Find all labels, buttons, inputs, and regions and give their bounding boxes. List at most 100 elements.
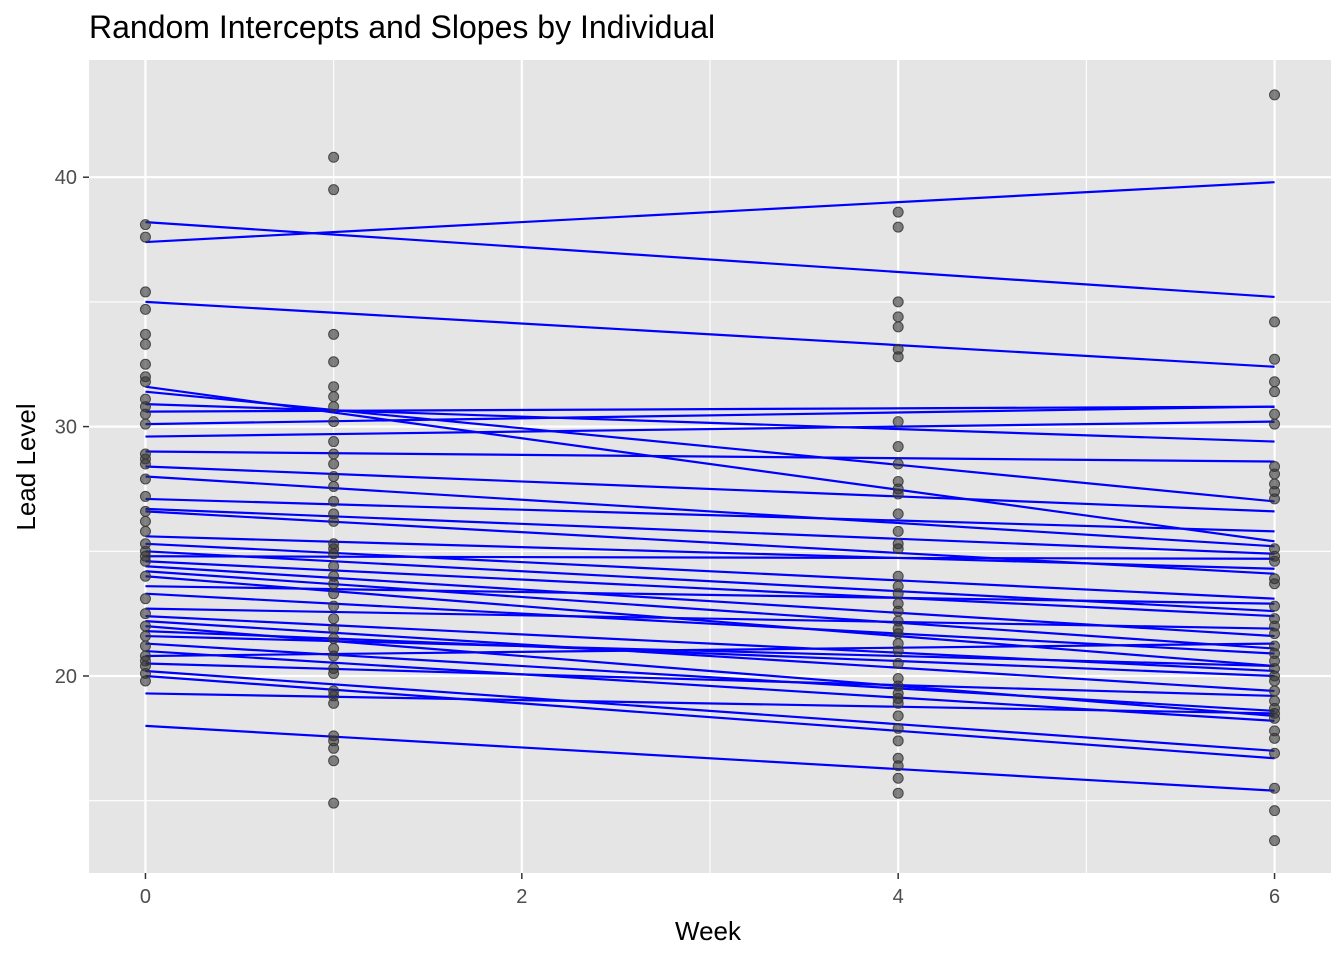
data-point xyxy=(139,219,151,231)
data-point xyxy=(892,296,904,308)
data-point xyxy=(1269,468,1281,480)
data-point xyxy=(1269,835,1281,847)
data-point xyxy=(892,508,904,520)
data-point xyxy=(139,418,151,430)
data-point xyxy=(139,640,151,652)
data-point xyxy=(139,608,151,620)
data-point xyxy=(1269,732,1281,744)
data-point xyxy=(1269,493,1281,505)
data-point xyxy=(892,321,904,333)
data-point xyxy=(139,630,151,642)
data-point xyxy=(1269,408,1281,420)
y-tick-label: 30 xyxy=(55,417,77,439)
x-tick-label: 4 xyxy=(893,886,904,908)
data-point xyxy=(328,480,340,492)
data-point xyxy=(328,548,340,560)
data-points xyxy=(139,89,1281,847)
data-point xyxy=(328,391,340,403)
data-point xyxy=(892,488,904,500)
fitted-line xyxy=(145,221,1275,299)
data-point xyxy=(328,151,340,163)
x-tick-label: 2 xyxy=(516,886,527,908)
fitted-line xyxy=(145,300,1275,368)
data-point xyxy=(1269,353,1281,365)
data-point xyxy=(1269,418,1281,430)
data-point xyxy=(328,697,340,709)
data-point xyxy=(328,600,340,612)
data-point xyxy=(328,470,340,482)
data-point xyxy=(139,620,151,632)
data-point xyxy=(1269,782,1281,794)
x-tick-label: 6 xyxy=(1269,886,1280,908)
data-point xyxy=(328,515,340,527)
data-point xyxy=(328,633,340,645)
data-point xyxy=(139,408,151,420)
data-point xyxy=(1269,675,1281,687)
data-point xyxy=(1269,578,1281,590)
data-point xyxy=(139,328,151,340)
data-point xyxy=(328,797,340,809)
data-point xyxy=(892,441,904,453)
data-point xyxy=(1269,805,1281,817)
y-tick-label: 20 xyxy=(55,666,77,688)
data-point xyxy=(328,742,340,754)
data-point xyxy=(892,525,904,537)
data-point xyxy=(328,184,340,196)
fitted-lines xyxy=(145,181,1275,792)
fitted-line xyxy=(145,385,1275,543)
data-point xyxy=(1269,316,1281,328)
data-point xyxy=(139,505,151,517)
data-point xyxy=(328,356,340,368)
data-point xyxy=(892,206,904,218)
chart-title: Random Intercepts and Slopes by Individu… xyxy=(89,9,715,45)
data-point xyxy=(892,458,904,470)
data-point xyxy=(328,381,340,393)
data-point xyxy=(328,613,340,625)
data-point xyxy=(1269,376,1281,388)
data-point xyxy=(139,458,151,470)
data-point xyxy=(139,675,151,687)
data-point xyxy=(892,658,904,670)
data-point xyxy=(328,328,340,340)
data-point xyxy=(328,495,340,507)
y-axis-title: Lead Level xyxy=(11,403,41,530)
data-point xyxy=(139,286,151,298)
data-point xyxy=(139,231,151,243)
y-tick-label: 40 xyxy=(55,167,77,189)
data-point xyxy=(892,588,904,600)
data-point xyxy=(892,735,904,747)
data-point xyxy=(139,473,151,485)
x-tick-label: 0 xyxy=(140,886,151,908)
fitted-line xyxy=(145,181,1275,244)
fitted-line xyxy=(145,669,1275,752)
data-point xyxy=(892,311,904,323)
data-point xyxy=(328,458,340,470)
data-point xyxy=(1269,555,1281,567)
data-point xyxy=(139,338,151,350)
data-point xyxy=(139,570,151,582)
data-point xyxy=(139,525,151,537)
data-point xyxy=(1269,600,1281,612)
data-point xyxy=(1269,386,1281,398)
data-point xyxy=(1269,628,1281,640)
data-point xyxy=(1269,89,1281,101)
fitted-line xyxy=(145,420,1275,438)
data-point xyxy=(892,570,904,582)
data-point xyxy=(892,221,904,233)
data-point xyxy=(892,760,904,772)
data-point xyxy=(328,755,340,767)
data-point xyxy=(328,401,340,413)
data-point xyxy=(892,645,904,657)
data-point xyxy=(892,722,904,734)
data-point xyxy=(892,351,904,363)
data-point xyxy=(328,560,340,572)
data-point xyxy=(1269,712,1281,724)
data-point xyxy=(139,490,151,502)
data-point xyxy=(892,543,904,555)
data-point xyxy=(892,697,904,709)
data-point xyxy=(139,303,151,315)
data-point xyxy=(892,710,904,722)
axes: 0 2 4 6 20 30 40 xyxy=(55,167,1280,908)
data-point xyxy=(892,772,904,784)
